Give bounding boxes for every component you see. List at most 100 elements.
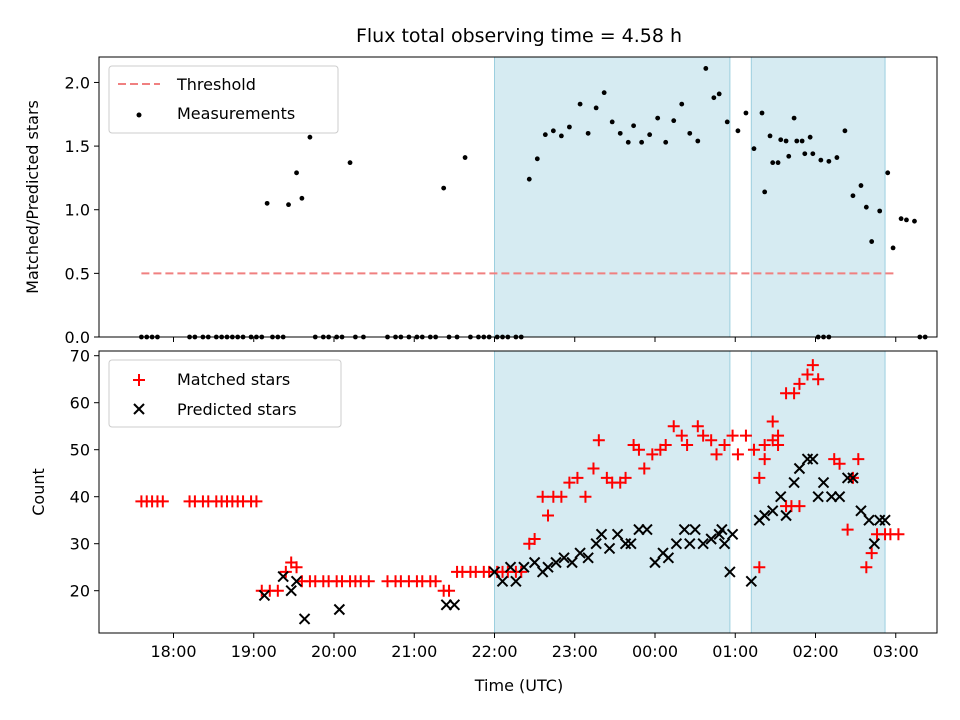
measurement-point: [687, 130, 693, 136]
predicted-star-point: [290, 575, 303, 588]
predicted-star-point: [528, 556, 541, 569]
x-tick-label: 01:00: [712, 642, 758, 661]
shaded-interval: [494, 350, 731, 634]
measurement-point: [778, 137, 784, 143]
predicted-star-point: [689, 523, 701, 536]
legend-matched-marker: [133, 374, 145, 386]
measurement-point: [767, 133, 773, 139]
matched-star-point: [801, 368, 814, 381]
predicted-star-point: [333, 603, 346, 616]
y-tick-label: 70: [70, 347, 90, 366]
matched-star-point: [675, 429, 688, 442]
measurement-point: [711, 95, 717, 101]
measurement-point: [526, 176, 532, 182]
measurement-point: [850, 193, 856, 199]
shaded-interval: [494, 56, 731, 338]
predicted-star-point: [488, 566, 501, 578]
measurement-point: [347, 160, 353, 166]
matched-star-point: [638, 462, 651, 475]
measurement-point: [863, 204, 869, 210]
matched-star-point: [646, 448, 659, 461]
y-tick-label: 30: [70, 535, 90, 554]
bottom-panel: 20 30 40 50 60 70 18:00 19:00 20:00 21:00 22:00 23…: [29, 347, 938, 695]
predicted-star-point: [678, 523, 691, 536]
x-tick-label: 19:00: [231, 642, 277, 661]
predicted-star-point: [595, 528, 608, 541]
matched-star-point: [536, 490, 549, 503]
matched-star-point: [579, 490, 592, 503]
predicted-star-point: [582, 552, 594, 564]
predicted-star-point: [833, 490, 846, 503]
predicted-star-point: [868, 537, 881, 550]
predicted-star-point: [558, 552, 570, 564]
x-tick-label: 00:00: [632, 642, 678, 661]
measurement-point: [441, 185, 447, 191]
predicted-star-point: [496, 575, 509, 588]
chart-title: Flux total observing time = 4.58 h: [356, 25, 682, 47]
matched-star-point: [619, 471, 632, 484]
y-tick-label: 2.0: [65, 73, 90, 92]
measurement-point: [799, 138, 805, 144]
predicted-star-point: [590, 537, 602, 550]
matched-star-point: [429, 575, 442, 588]
measurement-point: [534, 156, 540, 162]
y-tick-label: 1.5: [65, 137, 90, 156]
bottom-legend: Matched stars Predicted stars: [108, 359, 342, 428]
measurement-point: [716, 91, 722, 97]
measurement-point: [842, 128, 848, 134]
x-tick-label: 03:00: [873, 642, 919, 661]
predicted-star-point: [758, 509, 771, 522]
predicted-star-point: [855, 505, 867, 517]
matched-star-point: [806, 359, 819, 372]
matched-star-point: [571, 471, 584, 484]
predicted-star-point: [684, 537, 696, 550]
matched-star-point: [753, 561, 766, 574]
measurement-point: [307, 134, 313, 140]
measurement-point: [567, 124, 572, 130]
predicted-star-point: [277, 570, 289, 583]
matched-star-point: [681, 439, 694, 451]
measurement-point: [783, 138, 789, 144]
matched-star-point: [542, 509, 554, 522]
measurement-point: [550, 128, 556, 134]
x-tick-label: 18:00: [150, 642, 196, 661]
predicted-star-point: [788, 476, 800, 489]
top-panel: 0.00.51.01.52.0 Matched/Predicted stars …: [23, 56, 938, 347]
measurement-point: [625, 139, 631, 145]
predicted-star-point: [766, 505, 779, 517]
measurement-point: [834, 155, 840, 160]
measurement-point: [818, 157, 824, 163]
predicted-star-point: [662, 552, 675, 564]
legend-threshold-label: Threshold: [176, 75, 256, 94]
legend-matched-label: Matched stars: [177, 370, 290, 389]
matched-star-point: [555, 490, 568, 503]
matched-star-point: [865, 547, 878, 560]
predicted-star-point: [448, 599, 461, 611]
legend-measurements-label: Measurements: [177, 104, 295, 123]
matched-star-point: [587, 462, 600, 475]
measurement-point: [898, 216, 904, 222]
matched-star-point: [705, 434, 718, 447]
predicted-star-point: [670, 537, 683, 550]
legend-measurements-marker: [136, 112, 142, 118]
top-legend: Threshold Measurements: [108, 65, 339, 134]
matched-star-point: [279, 565, 292, 578]
x-axis-label: Time (UTC): [474, 676, 563, 695]
predicted-star-point: [550, 556, 562, 569]
predicted-star-point: [745, 575, 758, 588]
matched-star-point: [731, 448, 744, 461]
x-tick-label: 02:00: [792, 642, 838, 661]
matched-star-point: [718, 439, 731, 451]
predicted-star-point: [649, 556, 661, 569]
predicted-star-point: [625, 537, 637, 550]
measurement-point: [294, 170, 299, 176]
measurement-point: [890, 245, 896, 251]
measurement-point: [639, 139, 645, 145]
measurement-point: [724, 119, 730, 125]
measurement-point: [807, 134, 813, 140]
matched-star-point: [362, 575, 375, 588]
bottom-panel-frame: [98, 350, 938, 634]
matched-star-point: [793, 500, 806, 513]
predicted-star-point: [775, 490, 787, 503]
